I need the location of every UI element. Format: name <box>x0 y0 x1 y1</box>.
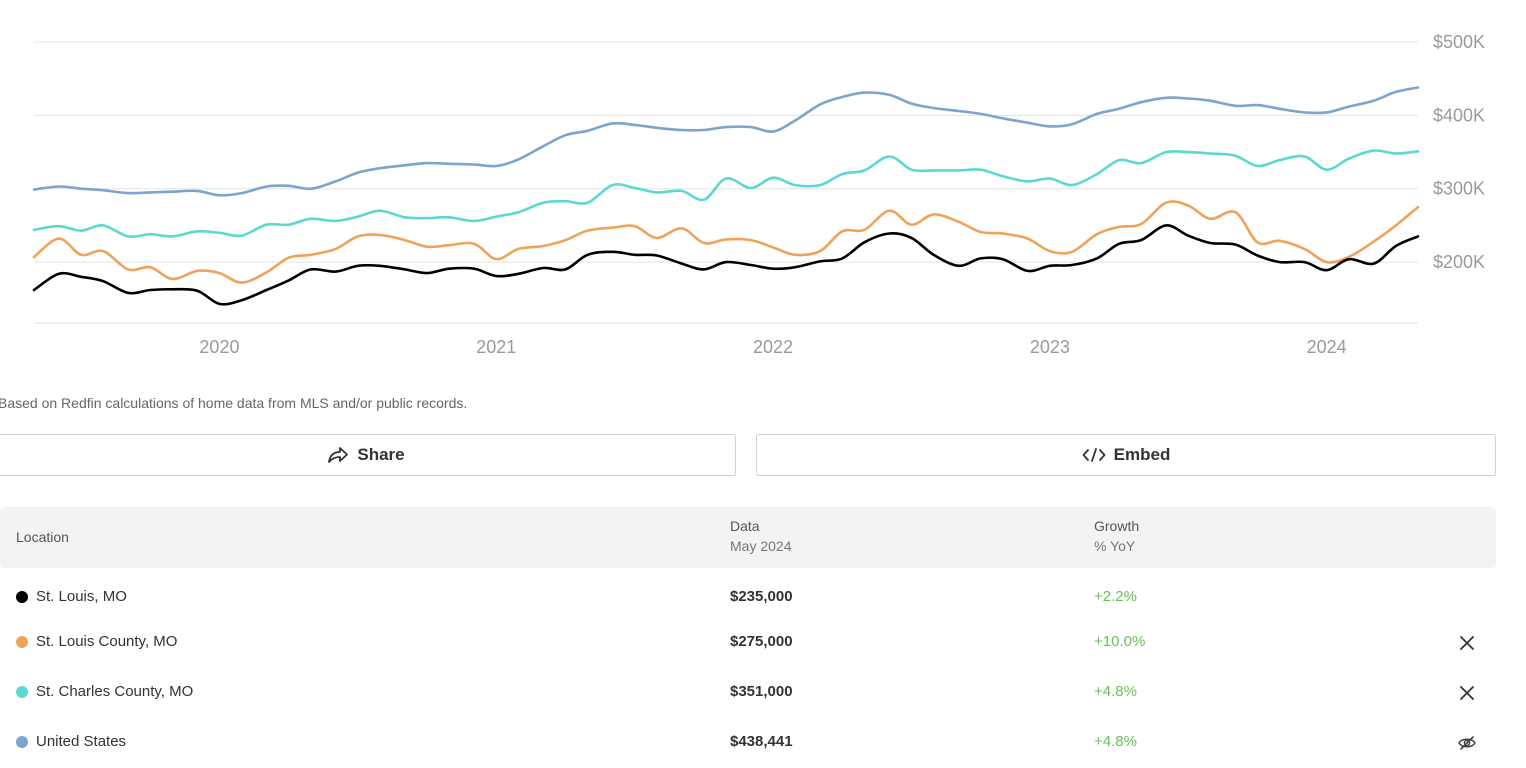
x-tick-label: 2020 <box>199 337 239 357</box>
data-header-title: Data <box>730 518 760 534</box>
median-price: $275,000 <box>730 633 793 650</box>
location-name: St. Louis County, MO <box>36 633 178 650</box>
data-header-period: May 2024 <box>730 538 792 554</box>
remove-location-button[interactable] <box>1456 682 1478 704</box>
share-button[interactable]: Share <box>0 434 736 476</box>
y-tick-label: $300K <box>1433 179 1485 199</box>
embed-label: Embed <box>1113 445 1171 464</box>
share-icon <box>327 446 349 464</box>
series-color-dot <box>16 636 28 648</box>
series-color-dot <box>16 686 28 698</box>
series-line-st-louis-mo <box>32 224 1420 306</box>
close-icon <box>1460 686 1474 700</box>
yoy-growth: +4.8% <box>1094 683 1137 700</box>
chart-series <box>32 86 1420 306</box>
location-name: St. Louis, MO <box>36 588 127 605</box>
x-axis-ticks: 2020 2021 2022 2023 2024 <box>199 337 1346 357</box>
series-color-dot <box>16 736 28 748</box>
y-tick-label: $400K <box>1433 105 1485 125</box>
series-color-dot <box>16 591 28 603</box>
table-row: St. Louis County, MO $275,000 +10.0% <box>0 628 1496 656</box>
location-header: Location <box>16 529 69 545</box>
table-row: St. Charles County, MO $351,000 +4.8% <box>0 678 1496 706</box>
series-line-st-louis-county-mo <box>32 200 1420 284</box>
x-tick-label: 2022 <box>753 337 793 357</box>
yoy-growth: +10.0% <box>1094 633 1146 650</box>
code-icon <box>1082 447 1106 463</box>
y-tick-label: $500K <box>1433 32 1485 52</box>
price-chart: $500K$400K$300K$200K 2020 2021 2022 2023 202… <box>32 32 1485 357</box>
median-price: $351,000 <box>730 683 793 700</box>
source-note: Based on Redfin calculations of home dat… <box>0 395 468 411</box>
median-price: $235,000 <box>730 588 793 605</box>
close-icon <box>1460 636 1474 650</box>
table-header: Location Data May 2024 Growth % YoY <box>0 507 1496 568</box>
median-price: $438,441 <box>730 733 793 750</box>
series-line-united-states <box>32 86 1420 197</box>
hide-series-button[interactable] <box>1456 732 1478 754</box>
yoy-growth: +4.8% <box>1094 733 1137 750</box>
embed-button[interactable]: Embed <box>756 434 1496 476</box>
y-axis-ticks: $500K $400K $300K $200K <box>1433 32 1485 272</box>
growth-header-title: Growth <box>1094 518 1140 534</box>
yoy-growth: +2.2% <box>1094 588 1137 605</box>
eye-slash-icon <box>1458 736 1476 750</box>
x-tick-label: 2023 <box>1030 337 1070 357</box>
chart-gridlines <box>34 41 1418 324</box>
series-line-st-charles-county-mo <box>32 149 1420 239</box>
y-tick-label: $200K <box>1433 252 1485 272</box>
table-row: United States $438,441 +4.8% <box>0 728 1496 756</box>
location-name: St. Charles County, MO <box>36 683 194 700</box>
growth-header-unit: % YoY <box>1094 538 1136 554</box>
remove-location-button[interactable] <box>1456 632 1478 654</box>
table-row: St. Louis, MO $235,000 +2.2% <box>0 583 1496 611</box>
share-label: Share <box>357 445 405 464</box>
x-tick-label: 2024 <box>1307 337 1347 357</box>
data-header: Data May 2024 <box>730 516 791 556</box>
location-name: United States <box>36 733 127 750</box>
growth-header: Growth % YoY <box>1094 516 1139 556</box>
x-tick-label: 2021 <box>476 337 516 357</box>
